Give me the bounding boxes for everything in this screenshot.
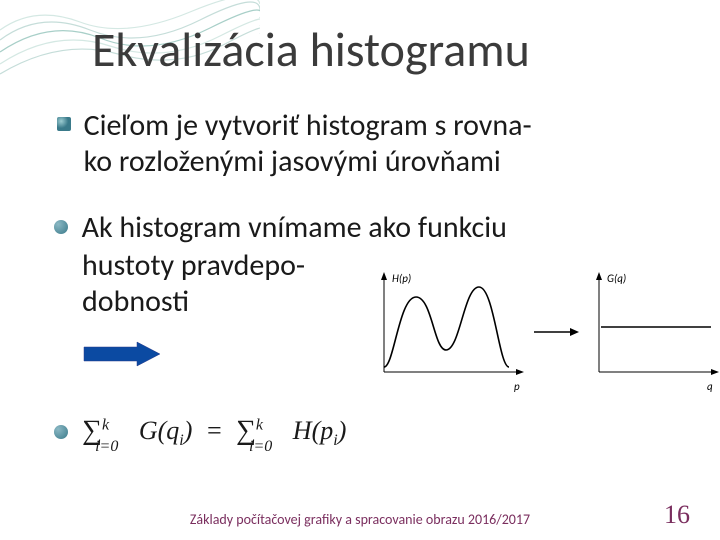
bullet-2-subtext: hustoty pravdepo- dobnosti [82, 248, 362, 320]
block-arrow-icon [82, 340, 162, 368]
left-xlabel: p [514, 380, 520, 393]
left-chart: H(p) p [381, 272, 524, 393]
left-curve [384, 287, 509, 367]
left-ylabel: H(p) [392, 272, 411, 285]
square-bullet-icon [54, 114, 74, 134]
right-xlabel: q [707, 380, 713, 393]
bullet-2-text: Ak histogram vnímame ako funkciu [82, 210, 672, 246]
bullet-1-text: Cieľom je vytvoriť histogram s rovna- ko… [84, 108, 674, 180]
right-chart: G(q) q [596, 272, 719, 393]
bullet-2: Ak histogram vnímame ako funkciu [54, 210, 684, 246]
histogram-diagram: H(p) p G(q) q [374, 272, 719, 402]
map-arrow-icon [534, 328, 579, 336]
dot-bullet-icon [54, 425, 68, 439]
equation: ∑ki=0 G(qi) = ∑ki=0 H(pi) [82, 415, 346, 450]
footer-text: Základy počítačovej grafiky a spracovani… [0, 511, 720, 528]
dot-bullet-icon [54, 220, 68, 234]
slide-title: Ekvalizácia histogramu [92, 20, 530, 79]
right-ylabel: G(q) [607, 272, 626, 285]
bullet-1: Cieľom je vytvoriť histogram s rovna- ko… [54, 108, 684, 180]
page-number: 16 [664, 500, 690, 530]
